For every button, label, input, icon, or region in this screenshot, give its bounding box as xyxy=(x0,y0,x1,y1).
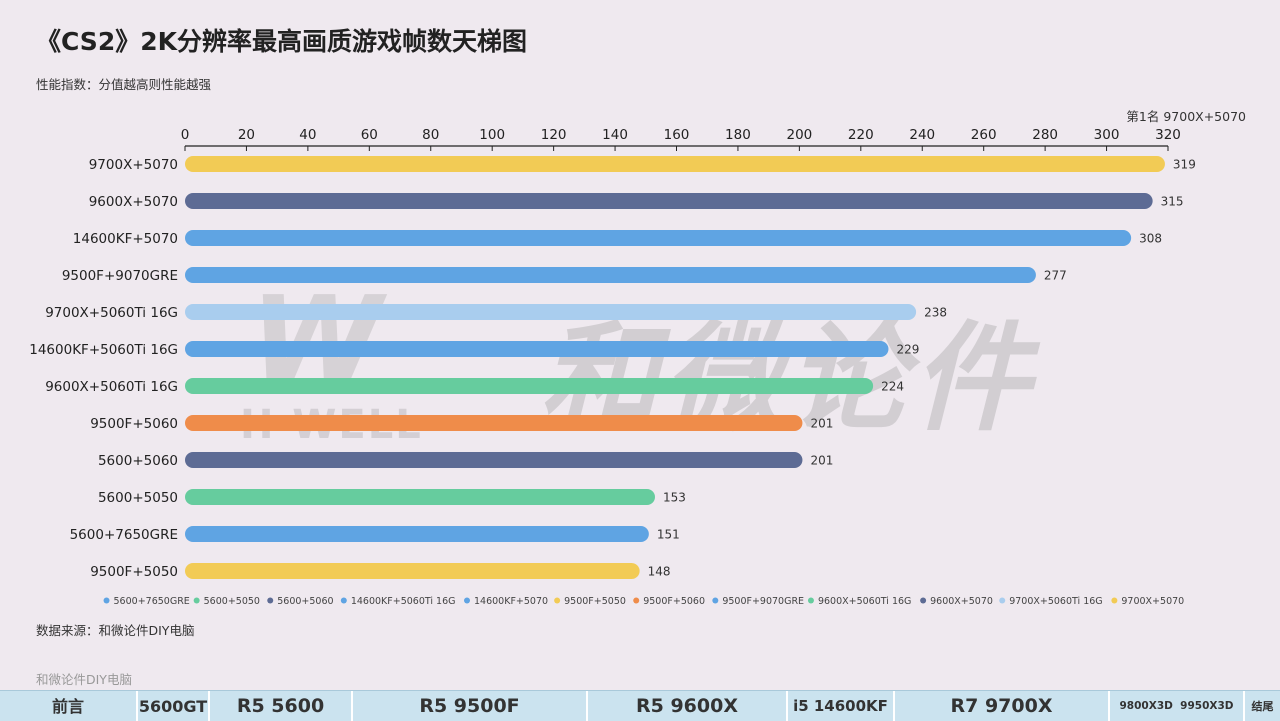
data-label: 319 xyxy=(1173,158,1196,172)
x-tick-label: 160 xyxy=(664,127,690,143)
nav-item-i5-14600kf[interactable]: i5 14600KF xyxy=(788,691,895,721)
data-label: 151 xyxy=(657,528,680,542)
x-tick-label: 20 xyxy=(238,127,255,143)
nav-item-x3d[interactable]: 9800X3D 9950X3D xyxy=(1110,691,1245,721)
bar xyxy=(185,563,640,579)
category-label: 14600KF+5060Ti 16G xyxy=(29,342,178,358)
nav-item-r5-5600[interactable]: R5 5600 xyxy=(210,691,353,721)
bar xyxy=(185,304,917,320)
legend-label: 9700X+5070 xyxy=(1121,596,1184,607)
data-label: 148 xyxy=(648,565,671,579)
nav-item-end[interactable]: 结尾 xyxy=(1251,700,1274,713)
bar xyxy=(185,526,649,542)
legend-marker xyxy=(193,597,200,604)
legend-label: 9500F+9070GRE xyxy=(722,596,804,607)
chart-subtitle: 性能指数：分值越高则性能越强 xyxy=(36,77,212,92)
data-source: 数据来源：和微论件DIY电脑 xyxy=(36,623,195,638)
x-tick-label: 80 xyxy=(422,127,439,143)
bar xyxy=(185,489,655,505)
bar xyxy=(185,378,874,394)
x-tick-label: 220 xyxy=(848,127,874,143)
footer-brand: 和微论件DIY电脑 xyxy=(36,672,132,687)
x-tick-label: 120 xyxy=(541,127,567,143)
x-tick-label: 300 xyxy=(1094,127,1120,143)
nav-item-r5-9600x[interactable]: R5 9600X xyxy=(588,691,788,721)
x-tick-label: 0 xyxy=(181,127,190,143)
legend-marker xyxy=(267,597,274,604)
category-label: 5600+5060 xyxy=(98,453,178,469)
x-tick-label: 320 xyxy=(1155,127,1181,143)
legend-marker xyxy=(464,597,471,604)
bar-chart: 0 20 40 60 80 100 120 140 160 180 200 220 240 260 280 3… xyxy=(29,127,1196,607)
category-label: 9700X+5070 xyxy=(89,157,178,173)
category-label: 9600X+5060Ti 16G xyxy=(45,379,178,395)
data-label: 277 xyxy=(1044,269,1067,283)
legend-marker xyxy=(103,597,110,604)
nav-item-5600gt[interactable]: 5600GT xyxy=(138,691,210,721)
x-tick-label: 200 xyxy=(786,127,812,143)
category-label: 9500F+5060 xyxy=(90,416,178,432)
bar xyxy=(185,267,1036,283)
legend-label: 5600+5050 xyxy=(204,596,260,607)
data-label: 201 xyxy=(810,454,833,468)
data-label: 153 xyxy=(663,491,686,505)
legend-label: 5600+5060 xyxy=(277,596,333,607)
x-tick-label: 140 xyxy=(602,127,628,143)
data-label: 238 xyxy=(924,306,947,320)
legend-label: 9600X+5070 xyxy=(930,596,993,607)
category-label: 9500F+9070GRE xyxy=(62,268,178,284)
legend-label: 14600KF+5070 xyxy=(474,596,548,607)
x-tick-label: 60 xyxy=(361,127,378,143)
legend-label: 9500F+5060 xyxy=(643,596,705,607)
legend-label: 5600+7650GRE xyxy=(114,596,190,607)
chapter-nav: 前言 5600GT R5 5600 R5 9500F R5 9600X i5 1… xyxy=(0,690,1280,721)
x-tick-label: 280 xyxy=(1032,127,1058,143)
category-label: 9600X+5070 xyxy=(89,194,178,210)
x-tick-label: 180 xyxy=(725,127,751,143)
category-label: 9500F+5050 xyxy=(90,564,178,580)
data-label: 224 xyxy=(881,380,904,394)
category-label: 14600KF+5070 xyxy=(73,231,178,247)
x-tick-label: 40 xyxy=(299,127,316,143)
data-label: 308 xyxy=(1139,232,1162,246)
bar xyxy=(185,341,889,357)
x-tick-label: 240 xyxy=(909,127,935,143)
data-label: 201 xyxy=(810,417,833,431)
x-tick-label: 100 xyxy=(479,127,505,143)
data-label: 315 xyxy=(1161,195,1184,209)
bar xyxy=(185,415,803,431)
legend-marker xyxy=(807,597,814,604)
category-label: 5600+5050 xyxy=(98,490,178,506)
legend-label: 9500F+5050 xyxy=(564,596,626,607)
rank-note: 第1名 9700X+5070 xyxy=(1126,109,1246,124)
nav-item-r5-9500f[interactable]: R5 9500F xyxy=(353,691,588,721)
page-title: 《CS2》2K分辨率最高画质游戏帧数天梯图 xyxy=(36,27,527,56)
legend-label: 9600X+5060Ti 16G xyxy=(818,596,911,607)
bar xyxy=(185,156,1165,172)
bar xyxy=(185,193,1153,209)
bar xyxy=(185,452,803,468)
data-label: 229 xyxy=(896,343,919,357)
nav-item-intro[interactable]: 前言 xyxy=(0,691,138,721)
category-label: 5600+7650GRE xyxy=(70,527,178,543)
legend-label: 9700X+5060Ti 16G xyxy=(1009,596,1102,607)
legend-marker xyxy=(340,597,347,604)
legend-marker xyxy=(554,597,561,604)
legend-marker xyxy=(999,597,1006,604)
nav-item-r7-9700x[interactable]: R7 9700X xyxy=(895,691,1110,721)
bar xyxy=(185,230,1132,246)
x-tick-label: 260 xyxy=(971,127,997,143)
category-label: 9700X+5060Ti 16G xyxy=(45,305,178,321)
legend-label: 14600KF+5060Ti 16G xyxy=(351,596,456,607)
legend-marker xyxy=(712,597,719,604)
legend-marker xyxy=(633,597,640,604)
legend-marker xyxy=(1111,597,1118,604)
legend-marker xyxy=(920,597,927,604)
